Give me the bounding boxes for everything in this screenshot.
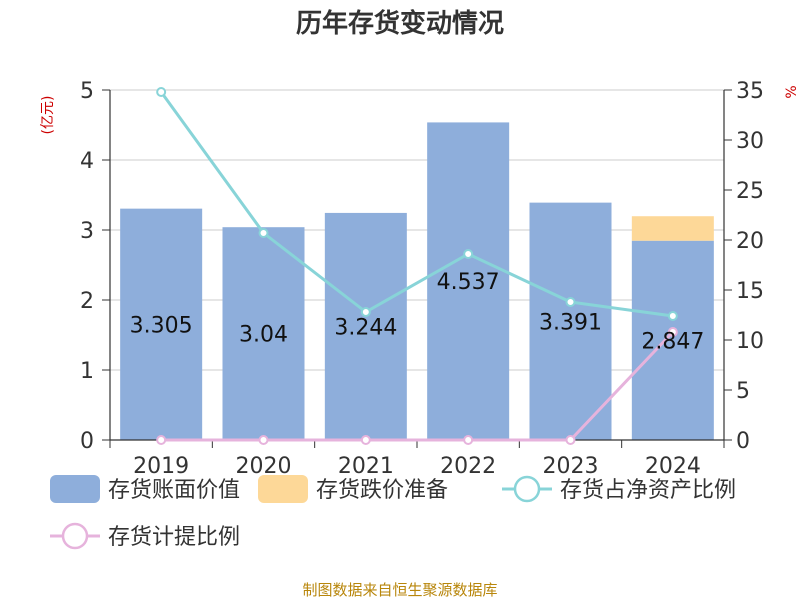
bar-value-label: 3.04 (239, 323, 288, 348)
legend-label: 存货占净资产比例 (560, 478, 736, 503)
left-tick-label: 3 (80, 219, 94, 244)
right-tick-label: 35 (736, 79, 764, 104)
line-series (156, 87, 678, 445)
bar (324, 212, 407, 440)
legend-swatch (258, 475, 308, 503)
right-axis-unit: % (784, 85, 800, 98)
legend-label: 存货跌价准备 (316, 478, 448, 503)
bar-series (120, 122, 714, 440)
data-point (463, 249, 474, 259)
x-tick-label: 2022 (440, 454, 496, 479)
x-tick-label: 2024 (645, 454, 701, 479)
left-tick-label: 2 (80, 289, 94, 314)
bar (120, 208, 203, 440)
bar-value-label: 3.391 (539, 310, 602, 335)
right-tick-label: 20 (736, 229, 764, 254)
legend-item[interactable]: 存货账面价值 (50, 475, 240, 503)
right-tick-label: 25 (736, 179, 764, 204)
data-point (156, 435, 167, 445)
legend-item[interactable]: 存货跌价准备 (258, 475, 448, 503)
bar-value-label: 3.305 (130, 313, 193, 338)
data-point (667, 311, 678, 321)
right-tick-label: 15 (736, 279, 764, 304)
x-tick-label: 2021 (338, 454, 394, 479)
right-tick-label: 5 (736, 379, 750, 404)
left-tick-label: 4 (80, 149, 94, 174)
legend-marker (513, 475, 541, 503)
axes: 0 1 2 3 4 5 0 5 10 15 20 25 30 35 2019 2020 2021 2022 2023… (80, 79, 764, 479)
data-point (156, 87, 167, 97)
x-tick-label: 2019 (133, 454, 189, 479)
bar-value-label: 4.537 (437, 270, 500, 295)
bar-value-labels: 3.305 3.04 3.244 4.537 3.391 2.847 (130, 270, 705, 354)
data-point (258, 435, 269, 445)
data-point (667, 327, 678, 337)
legend-label: 存货账面价值 (108, 478, 240, 503)
bar (631, 240, 714, 440)
left-axis-unit: (亿元) (40, 96, 56, 135)
right-tick-label: 10 (736, 329, 764, 354)
series-line (161, 330, 674, 442)
data-point (463, 435, 474, 445)
x-tick-label: 2023 (543, 454, 599, 479)
data-point (360, 435, 371, 445)
legend-item[interactable]: 存货计提比例 (50, 522, 240, 550)
bar-value-label: 2.847 (641, 329, 704, 354)
data-point (565, 435, 576, 445)
right-tick-label: 30 (736, 129, 764, 154)
series-line (159, 91, 674, 318)
chart-title: 历年存货变动情况 (296, 8, 504, 39)
x-tick-label: 2020 (236, 454, 292, 479)
left-tick-label: 0 (80, 429, 94, 454)
legend-swatch (50, 475, 100, 503)
bar (631, 216, 714, 241)
bar-value-label: 3.244 (334, 315, 397, 340)
data-point (258, 228, 269, 238)
left-tick-label: 5 (80, 79, 94, 104)
bar (222, 227, 305, 440)
left-tick-label: 1 (80, 359, 94, 384)
legend-item[interactable]: 存货占净资产比例 (502, 475, 736, 503)
data-point (565, 297, 576, 307)
source-note: 制图数据来自恒生聚源数据库 (302, 581, 497, 599)
bar (529, 202, 612, 440)
bar (427, 122, 510, 440)
right-tick-label: 0 (736, 429, 750, 454)
data-point (360, 307, 371, 317)
legend-label: 存货计提比例 (108, 525, 240, 550)
legend-marker (61, 522, 89, 550)
